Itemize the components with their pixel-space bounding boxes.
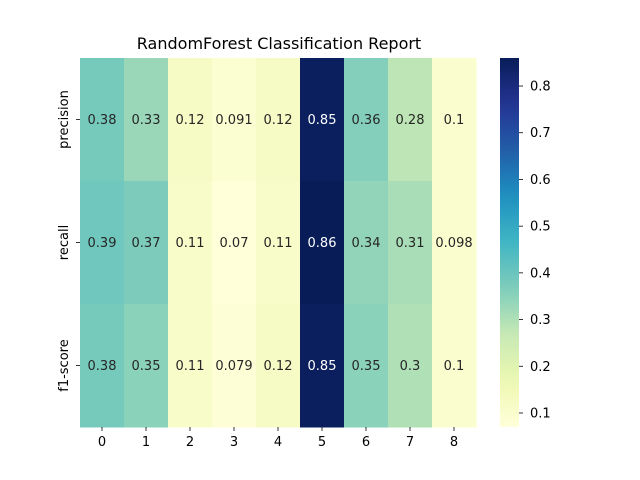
- cell-value-label: 0.35: [352, 359, 381, 374]
- cell-value-label: 0.39: [88, 236, 117, 251]
- cell-value-label: 0.34: [352, 236, 381, 251]
- heatmap-cell: [124, 181, 169, 305]
- cell-value-label: 0.37: [132, 236, 161, 251]
- heatmap-cell: [124, 58, 169, 182]
- heatmap-cell: [300, 58, 345, 182]
- cell-value-label: 0.12: [264, 359, 293, 374]
- cell-value-label: 0.11: [176, 236, 205, 251]
- heatmap-cell: [432, 181, 477, 305]
- x-tick-label: 2: [186, 435, 194, 450]
- heatmap-cells: 0.38 0.33 0.12 0.091 0.12 0.85 0.36 0.28 0.1 0.39…: [80, 58, 477, 428]
- cell-value-label: 0.12: [264, 113, 293, 128]
- x-tick-label: 6: [362, 435, 370, 450]
- x-tick-label: 7: [406, 435, 414, 450]
- cell-value-label: 0.11: [176, 359, 205, 374]
- cell-value-label: 0.85: [308, 113, 337, 128]
- heatmap-cell: [388, 58, 433, 182]
- x-axis: 0 1 2 3 4 5 6 7 8: [98, 427, 458, 450]
- heatmap-cell: [212, 181, 257, 305]
- cell-value-label: 0.12: [176, 113, 205, 128]
- cell-value-label: 0.3: [400, 359, 421, 374]
- cell-value-label: 0.38: [88, 113, 117, 128]
- colorbar-tick-label: 0.8: [530, 80, 551, 95]
- heatmap-cell: [300, 181, 345, 305]
- cell-value-label: 0.85: [308, 359, 337, 374]
- heatmap-cell: [168, 304, 213, 428]
- heatmap-cell: [256, 58, 301, 182]
- colorbar-tick-label: 0.1: [530, 406, 551, 421]
- cell-value-label: 0.1: [444, 113, 465, 128]
- heatmap-cell: [168, 58, 213, 182]
- cell-value-label: 0.35: [132, 359, 161, 374]
- cell-value-label: 0.36: [352, 113, 381, 128]
- heatmap-cell: [388, 304, 433, 428]
- cell-value-label: 0.091: [215, 113, 252, 128]
- y-tick-label: precision: [57, 90, 72, 149]
- cell-value-label: 0.1: [444, 359, 465, 374]
- cell-value-label: 0.11: [264, 236, 293, 251]
- colorbar-tick-label: 0.6: [530, 173, 551, 188]
- heatmap-cell: [256, 304, 301, 428]
- colorbar-tick-label: 0.3: [530, 313, 551, 328]
- cell-value-label: 0.86: [308, 236, 337, 251]
- heatmap-cell: [212, 58, 257, 182]
- heatmap-cell: [212, 304, 257, 428]
- cell-value-label: 0.098: [435, 236, 472, 251]
- heatmap-cell: [344, 181, 389, 305]
- colorbar-tick-label: 0.5: [530, 220, 551, 235]
- heatmap-cell: [80, 181, 125, 305]
- heatmap-cell: [344, 58, 389, 182]
- colorbar-tick-label: 0.2: [530, 360, 551, 375]
- x-tick-label: 1: [142, 435, 150, 450]
- colorbar-tick-label: 0.4: [530, 266, 551, 281]
- heatmap-cell: [80, 304, 125, 428]
- x-tick-label: 4: [274, 435, 282, 450]
- cell-value-label: 0.07: [220, 236, 249, 251]
- heatmap-cell: [168, 181, 213, 305]
- x-tick-label: 3: [230, 435, 238, 450]
- y-tick-label: recall: [57, 225, 72, 260]
- heatmap-cell: [432, 58, 477, 182]
- heatmap-cell: [124, 304, 169, 428]
- cell-value-label: 0.31: [396, 236, 425, 251]
- x-tick-label: 5: [318, 435, 326, 450]
- colorbar-gradient: [500, 58, 519, 427]
- heatmap-cell: [256, 181, 301, 305]
- chart-title: RandomForest Classification Report: [137, 34, 421, 53]
- heatmap-cell: [344, 304, 389, 428]
- heatmap-cell: [300, 304, 345, 428]
- heatmap-cell: [80, 58, 125, 182]
- colorbar-tick-label: 0.7: [530, 126, 551, 141]
- x-tick-label: 8: [450, 435, 458, 450]
- heatmap-cell: [432, 304, 477, 428]
- cell-value-label: 0.38: [88, 359, 117, 374]
- y-axis: precision recall f1-score: [57, 90, 80, 392]
- colorbar: 0.1 0.2 0.3 0.4 0.5 0.6 0.7 0.8: [500, 58, 551, 427]
- cell-value-label: 0.28: [396, 113, 425, 128]
- cell-value-label: 0.079: [215, 359, 252, 374]
- x-tick-label: 0: [98, 435, 106, 450]
- y-tick-label: f1-score: [57, 339, 72, 391]
- cell-value-label: 0.33: [132, 113, 161, 128]
- heatmap-cell: [388, 181, 433, 305]
